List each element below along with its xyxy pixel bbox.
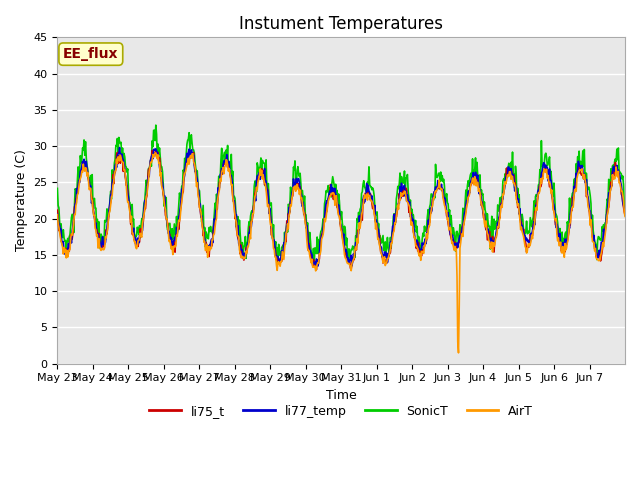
AirT [433, 189, 440, 194]
SonicT [433, 175, 441, 180]
li75_t [275, 256, 282, 262]
SonicT [54, 185, 61, 191]
SonicT [621, 206, 629, 212]
SonicT [120, 151, 128, 156]
li77_temp [401, 193, 409, 199]
AirT [621, 214, 629, 219]
li75_t [225, 166, 233, 171]
SonicT [225, 160, 233, 166]
Line: AirT: AirT [58, 153, 625, 353]
SonicT [253, 160, 261, 166]
Title: Instument Temperatures: Instument Temperatures [239, 15, 444, 33]
Legend: li75_t, li77_temp, SonicT, AirT: li75_t, li77_temp, SonicT, AirT [144, 400, 538, 423]
li77_temp [433, 187, 441, 192]
li75_t [433, 185, 441, 191]
li75_t [120, 161, 128, 167]
AirT [225, 166, 233, 171]
SonicT [152, 122, 159, 128]
AirT [120, 168, 128, 173]
AirT [253, 187, 261, 193]
Line: li77_temp: li77_temp [58, 147, 625, 266]
li77_temp [275, 257, 282, 263]
Line: li75_t: li75_t [58, 150, 625, 270]
Text: EE_flux: EE_flux [63, 47, 118, 61]
li75_t [54, 207, 61, 213]
SonicT [310, 262, 318, 268]
AirT [454, 350, 462, 356]
li77_temp [116, 144, 124, 150]
li75_t [621, 212, 629, 218]
li77_temp [225, 158, 233, 164]
X-axis label: Time: Time [326, 389, 356, 402]
AirT [54, 212, 61, 217]
li77_temp [54, 211, 61, 217]
SonicT [401, 190, 409, 196]
li75_t [312, 267, 320, 273]
Line: SonicT: SonicT [58, 125, 625, 265]
AirT [401, 188, 408, 194]
li77_temp [621, 205, 629, 211]
AirT [152, 150, 159, 156]
AirT [275, 259, 282, 264]
li77_temp [314, 263, 322, 269]
li77_temp [253, 173, 261, 179]
li77_temp [121, 167, 129, 173]
li75_t [401, 191, 409, 196]
SonicT [275, 241, 282, 247]
li75_t [152, 147, 159, 153]
li75_t [253, 179, 261, 185]
Y-axis label: Temperature (C): Temperature (C) [15, 150, 28, 252]
